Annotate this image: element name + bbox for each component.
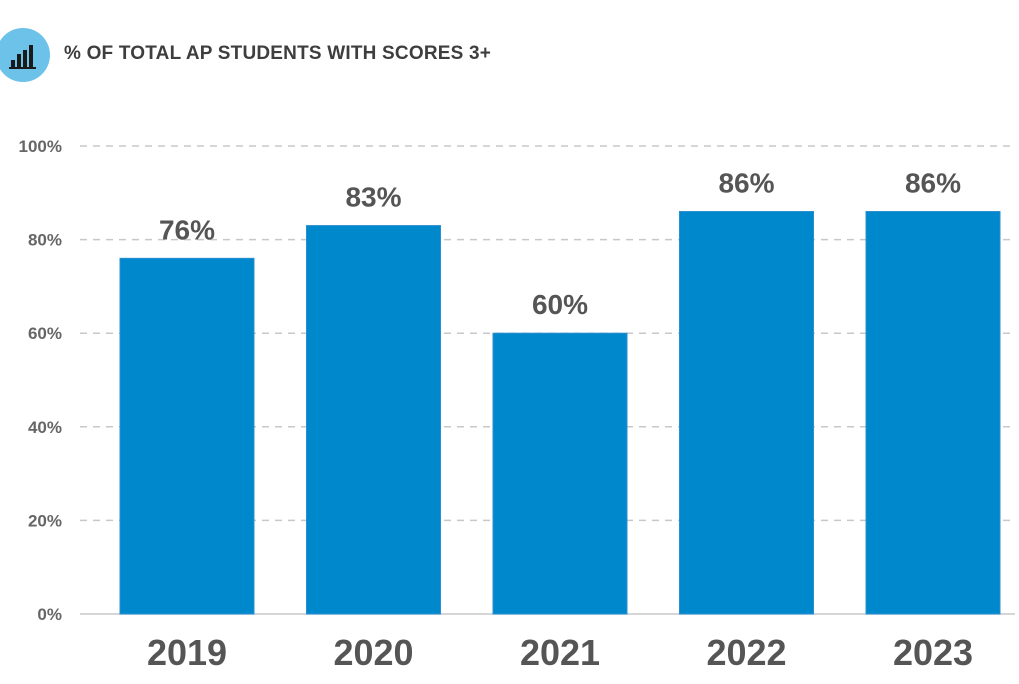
x-tick-label: 2021	[520, 632, 600, 673]
bar-chart-icon	[0, 28, 50, 82]
chart-title: % OF TOTAL AP STUDENTS WITH SCORES 3+	[64, 43, 492, 64]
data-labels: 76% 83% 60% 86% 86%	[159, 168, 961, 321]
y-axis-ticks: 0% 20% 40% 60% 80% 100%	[19, 137, 62, 624]
data-label-2019: 76%	[159, 214, 215, 245]
data-label-2020: 83%	[345, 182, 401, 213]
x-tick-label: 2020	[333, 632, 413, 673]
bar-2020	[306, 225, 441, 615]
chart-header: % OF TOTAL AP STUDENTS WITH SCORES 3+	[0, 0, 1019, 90]
x-axis-ticks: 2019 2020 2021 2022 2023	[147, 632, 973, 673]
bar-2022	[679, 211, 814, 615]
x-tick-label: 2023	[893, 632, 973, 673]
x-tick-label: 2019	[147, 632, 227, 673]
y-tick-label: 0%	[37, 605, 62, 624]
bar-2021	[492, 332, 628, 615]
y-tick-label: 40%	[28, 418, 62, 437]
y-tick-label: 60%	[28, 324, 62, 343]
data-label-2022: 86%	[718, 168, 774, 199]
bar-2019	[119, 257, 255, 615]
x-tick-label: 2022	[706, 632, 786, 673]
bars	[119, 211, 1001, 615]
bar-2023	[865, 211, 1001, 615]
y-tick-label: 80%	[28, 231, 62, 250]
data-label-2021: 60%	[532, 289, 588, 320]
data-label-2023: 86%	[905, 168, 961, 199]
y-tick-label: 100%	[19, 137, 62, 156]
y-tick-label: 20%	[28, 511, 62, 530]
